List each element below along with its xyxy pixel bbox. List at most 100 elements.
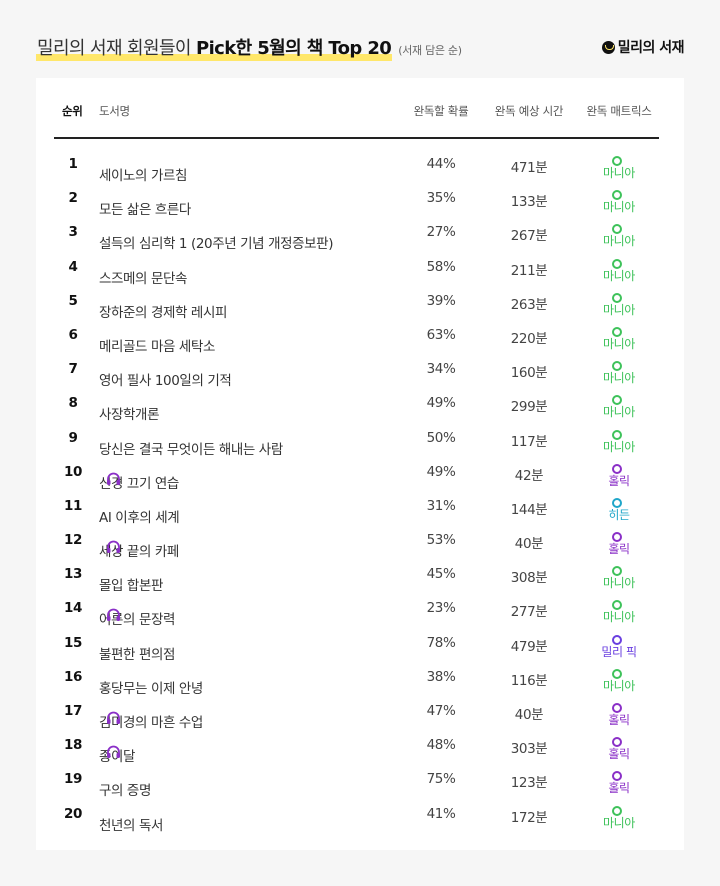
row-reading-time: 308분	[510, 570, 548, 587]
title-subtitle: (서재 담은 순)	[398, 44, 462, 57]
table-row: 11 AI 이후의 세계 31% 144분 히든	[54, 490, 659, 526]
row-completion-rate: 49%	[426, 463, 456, 480]
headphones-icon	[106, 608, 121, 622]
table-row: 12 세상 끝의 카페 53% 40분 홀릭	[54, 524, 659, 560]
row-matrix-label: 마니아	[603, 336, 635, 351]
row-reading-time: 220분	[510, 330, 548, 347]
row-matrix-badge: 마니아	[574, 258, 664, 283]
row-matrix-label: 마니아	[603, 371, 635, 386]
row-book-title: AI 이후의 세계	[99, 509, 180, 526]
row-completion-rate: 31%	[426, 497, 456, 514]
row-book-title: 사장학개론	[99, 407, 160, 424]
row-completion-rate: 49%	[426, 395, 456, 412]
row-rank: 18	[64, 737, 82, 754]
row-matrix-badge: 마니아	[574, 805, 664, 830]
row-reading-time: 40분	[514, 536, 544, 553]
row-completion-rate: 44%	[426, 156, 456, 172]
row-completion-rate: 35%	[426, 190, 456, 207]
row-rank: 13	[64, 566, 82, 583]
column-header-title: 도서명	[99, 104, 130, 118]
ring-dot-icon	[611, 463, 622, 474]
row-rank: 12	[64, 532, 82, 549]
row-rank: 20	[64, 805, 82, 822]
column-header-rank: 순위	[62, 104, 83, 118]
row-matrix-badge: 마니아	[574, 224, 664, 248]
row-book-title: 불편한 편의점	[99, 646, 176, 663]
ring-dot-icon	[611, 361, 622, 372]
row-completion-rate: 75%	[426, 771, 456, 788]
ranking-table-card: 순위 도서명 완독할 확률 완독 예상 시간 완독 매트릭스 1 세이노의 가르침…	[36, 78, 684, 850]
row-reading-time: 277분	[510, 604, 548, 621]
row-matrix-label: 마니아	[603, 439, 635, 454]
row-book-title: 당신은 결국 무엇이든 해내는 사람	[99, 441, 283, 458]
ring-dot-icon	[611, 634, 622, 645]
row-matrix-label: 마니아	[603, 815, 635, 830]
row-matrix-label: 홀릭	[608, 781, 630, 796]
column-header-matrix: 완독 매트릭스	[586, 104, 652, 118]
row-reading-time: 133분	[510, 194, 548, 211]
page-header: 밀리의 서재 회원들이 Pick한 5월의 책 Top 20 (서재 담은 순) …	[36, 30, 686, 64]
ring-dot-icon	[611, 805, 622, 816]
millie-logo-icon	[601, 40, 615, 54]
row-reading-time: 211분	[510, 262, 548, 279]
row-book-title: 장하준의 경제학 레시피	[99, 304, 227, 321]
row-book-title: 세이노의 가르침	[99, 168, 188, 184]
ring-dot-icon	[611, 532, 622, 543]
table-row: 5 장하준의 경제학 레시피 39% 263분 마니아	[54, 285, 659, 321]
row-matrix-badge: 마니아	[574, 292, 664, 317]
row-matrix-label: 마니아	[603, 268, 635, 283]
row-rank: 8	[68, 395, 78, 412]
row-matrix-label: 마니아	[603, 610, 635, 625]
row-rank: 17	[64, 703, 82, 719]
row-reading-time: 40분	[514, 707, 544, 723]
row-matrix-badge: 마니아	[574, 566, 664, 590]
row-reading-time: 123분	[510, 775, 548, 792]
row-matrix-badge: 마니아	[574, 600, 664, 624]
row-reading-time: 263분	[510, 296, 548, 313]
row-rank: 5	[68, 292, 78, 309]
row-completion-rate: 27%	[426, 224, 456, 241]
table-row: 15 불편한 편의점 78% 479분 밀리 픽	[54, 627, 659, 663]
row-matrix-label: 홀릭	[608, 542, 630, 557]
table-row: 3 설득의 심리학 1 (20주년 기념 개정증보판) 27% 267분 마니아	[54, 216, 659, 252]
ring-dot-icon	[611, 395, 622, 406]
row-matrix-badge: 마니아	[574, 429, 664, 454]
row-completion-rate: 50%	[426, 429, 456, 446]
row-reading-time: 299분	[510, 399, 548, 416]
ring-dot-icon	[611, 156, 622, 166]
row-matrix-label: 마니아	[603, 678, 635, 693]
row-matrix-label: 홀릭	[608, 473, 630, 488]
row-reading-time: 172분	[510, 809, 548, 826]
ring-dot-icon	[611, 703, 622, 713]
table-row: 10 신경 끄기 연습 49% 42분 홀릭	[54, 456, 659, 492]
row-matrix-badge: 홀릭	[574, 532, 664, 556]
row-reading-time: 42분	[514, 467, 544, 484]
row-completion-rate: 48%	[426, 737, 456, 754]
row-matrix-badge: 홀릭	[574, 737, 664, 761]
row-matrix-label: 마니아	[603, 166, 635, 180]
title-bold: Pick한 5월의 책 Top 20	[196, 38, 392, 59]
column-header-time: 완독 예상 시간	[494, 104, 564, 118]
row-matrix-badge: 홀릭	[574, 771, 664, 795]
ring-dot-icon	[611, 566, 622, 577]
row-completion-rate: 58%	[426, 258, 456, 275]
row-book-title: 구의 증명	[99, 783, 151, 800]
row-rank: 3	[68, 224, 78, 241]
table-row: 2 모든 삶은 흐른다 35% 133분 마니아	[54, 182, 659, 218]
row-rank: 2	[68, 190, 78, 207]
row-matrix-label: 홀릭	[608, 713, 630, 727]
table-header: 순위 도서명 완독할 확률 완독 예상 시간 완독 매트릭스	[54, 78, 659, 139]
row-reading-time: 471분	[510, 160, 548, 176]
row-rank: 10	[64, 463, 82, 480]
row-matrix-label: 마니아	[603, 200, 635, 215]
row-matrix-label: 마니아	[603, 405, 635, 420]
ring-dot-icon	[611, 190, 622, 201]
row-book-title: 스즈메의 문단속	[99, 270, 188, 287]
row-matrix-label: 마니아	[603, 302, 635, 317]
row-completion-rate: 38%	[426, 668, 456, 685]
ring-dot-icon	[611, 258, 622, 269]
table-row: 20 천년의 독서 41% 172분 마니아	[54, 798, 659, 834]
row-matrix-label: 밀리 픽	[601, 644, 637, 659]
row-book-title: 천년의 독서	[99, 817, 163, 834]
